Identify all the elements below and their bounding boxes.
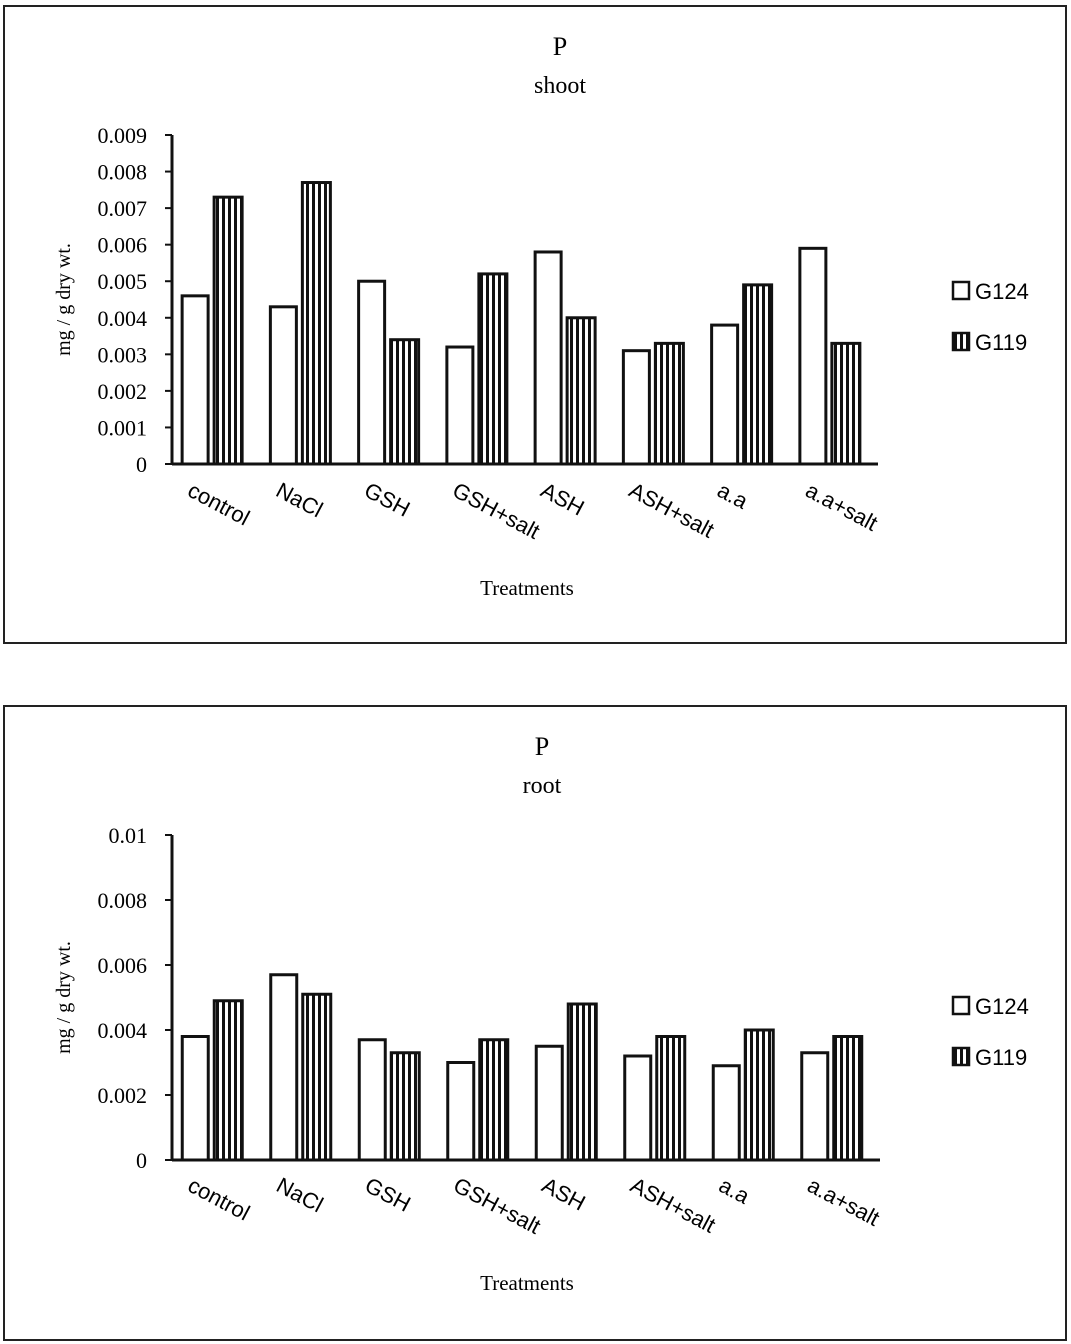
shoot-chart-title: P	[553, 32, 567, 61]
shoot-bar-g124	[180, 294, 210, 466]
root-chart-title: P	[535, 732, 549, 761]
shoot-bar-g124	[798, 246, 828, 466]
root-category-label: a.a+salt	[803, 1172, 883, 1231]
shoot-category-label: NaCl	[272, 477, 327, 522]
shoot-bar-g119	[300, 181, 332, 466]
shoot-bar-g124	[445, 345, 475, 466]
shoot-bar-g119	[830, 341, 862, 466]
root-category-label: NaCl	[272, 1172, 327, 1217]
root-bar-g124	[446, 1061, 476, 1162]
shoot-y-tick-label: 0.008	[98, 160, 148, 185]
root-bar-g124	[623, 1054, 653, 1162]
root-legend-swatch-g124	[951, 995, 971, 1016]
shoot-bar-g119	[212, 195, 244, 466]
root-category-label: ASH+salt	[626, 1172, 719, 1237]
root-y-tick-label: 0.006	[98, 953, 148, 978]
root-legend-swatch-g119	[951, 1046, 971, 1067]
root-bar-g124	[357, 1038, 387, 1162]
shoot-legend-label: G119	[975, 330, 1027, 355]
root-y-tick-label: 0.008	[98, 888, 148, 913]
shoot-y-tick-label: 0.005	[98, 269, 148, 294]
shoot-y-tick-label: 0.003	[98, 342, 148, 367]
shoot-category-label: a.a+salt	[802, 477, 882, 536]
shoot-bar-g124	[357, 279, 387, 466]
shoot-bar-g119	[742, 283, 774, 466]
root-bar-g124	[711, 1064, 741, 1162]
root-bar-g119	[301, 992, 333, 1162]
shoot-category-label: a.a	[713, 477, 752, 514]
shoot-chart-subtitle: shoot	[534, 73, 586, 99]
root-y-tick-label: 0.01	[109, 823, 148, 848]
shoot-y-tick-label: 0.006	[98, 233, 148, 258]
shoot-y-tick-label: 0.007	[98, 196, 148, 221]
shoot-y-tick-label: 0.009	[98, 123, 148, 148]
shoot-category-label: ASH+salt	[625, 477, 718, 542]
shoot-bar-g119	[565, 316, 597, 466]
root-y-tick-label: 0	[136, 1148, 147, 1173]
shoot-y-tick-label: 0	[136, 452, 147, 477]
shoot-x-axis-label: Treatments	[480, 576, 574, 600]
root-bar-g119	[832, 1035, 864, 1162]
shoot-legend-swatch-g124	[951, 280, 971, 301]
shoot-legend-label: G124	[975, 279, 1029, 304]
shoot-y-tick-label: 0.004	[98, 306, 148, 331]
shoot-bar-g124	[533, 250, 563, 466]
root-chart-panel	[3, 705, 1067, 1341]
shoot-category-label: GSH	[360, 477, 414, 521]
root-bar-g119	[566, 1002, 598, 1162]
root-bar-g124	[534, 1044, 564, 1162]
shoot-bar-g124	[621, 349, 651, 466]
root-bar-g119	[655, 1035, 687, 1162]
root-y-axis-label: mg / g dry wt.	[53, 941, 75, 1054]
root-bar-g119	[212, 999, 244, 1162]
shoot-legend-swatch-g119	[951, 331, 971, 352]
shoot-category-label: GSH+salt	[449, 477, 544, 544]
shoot-y-axis-label: mg / g dry wt.	[53, 243, 75, 356]
root-bar-g119	[389, 1051, 421, 1162]
shoot-y-tick-label: 0.002	[98, 379, 148, 404]
shoot-category-label: control	[184, 477, 254, 530]
root-bar-g124	[269, 973, 299, 1162]
root-bar-g124	[800, 1051, 830, 1162]
root-bar-g119	[743, 1028, 775, 1162]
root-y-tick-label: 0.004	[98, 1018, 148, 1043]
shoot-bar-g119	[653, 341, 685, 466]
root-category-label: control	[184, 1172, 254, 1225]
shoot-y-tick-label: 0.001	[98, 415, 148, 440]
root-x-axis-label: Treatments	[480, 1271, 574, 1295]
root-category-label: ASH	[538, 1172, 590, 1215]
root-category-label: a.a	[715, 1172, 754, 1209]
root-legend-label: G119	[975, 1045, 1027, 1070]
root-category-label: GSH+salt	[449, 1172, 544, 1239]
root-legend-label: G124	[975, 994, 1029, 1019]
shoot-bar-g124	[268, 305, 298, 466]
shoot-bar-g124	[710, 323, 740, 466]
shoot-bar-g119	[477, 272, 509, 466]
shoot-category-label: ASH	[537, 477, 589, 520]
root-category-label: GSH	[361, 1172, 415, 1216]
root-bar-g119	[478, 1038, 510, 1162]
root-bar-g124	[180, 1035, 210, 1162]
shoot-chart-panel	[3, 5, 1067, 644]
root-chart-subtitle: root	[523, 773, 562, 799]
root-y-tick-label: 0.002	[98, 1083, 148, 1108]
shoot-bar-g119	[389, 338, 421, 466]
